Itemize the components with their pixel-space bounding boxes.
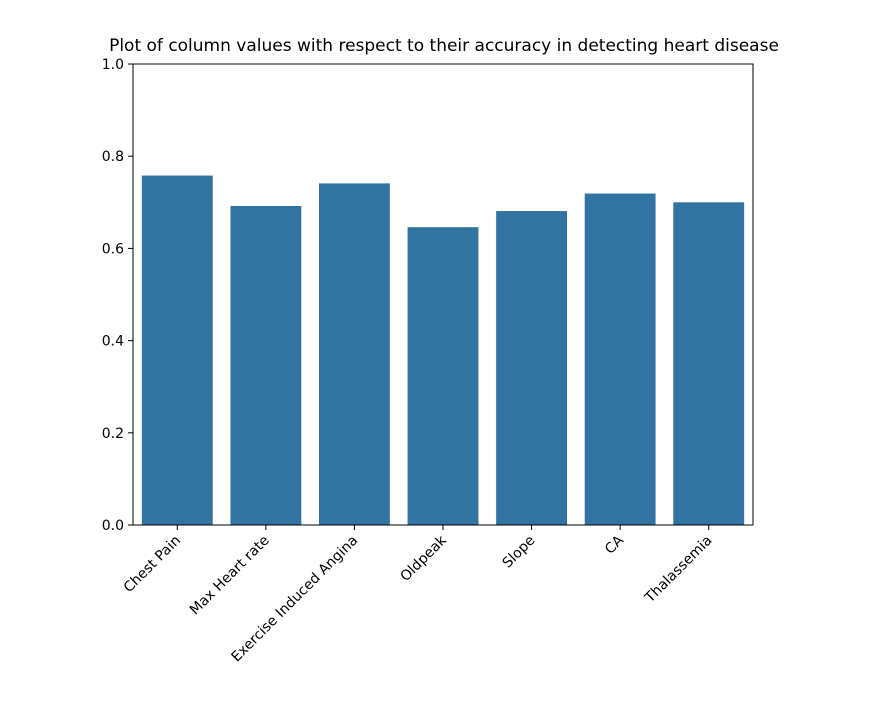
bar-max-heart-rate: [230, 205, 302, 526]
x-tick-label: Chest Pain: [121, 533, 184, 596]
x-tick-label: Slope: [500, 533, 539, 572]
y-tick-label: 0.2: [102, 426, 124, 442]
y-tick-label: 0.0: [102, 518, 124, 534]
bar-chest-pain: [141, 175, 213, 525]
x-tick-label: Max Heart rate: [187, 533, 273, 619]
y-tick-label: 0.6: [102, 241, 124, 257]
y-tick-label: 0.4: [102, 334, 124, 350]
bars-group: [141, 175, 745, 526]
x-tick-label: CA: [602, 532, 627, 557]
y-tick-label: 1.0: [102, 57, 124, 73]
x-tick-label: Oldpeak: [398, 532, 451, 585]
bar-oldpeak: [407, 227, 479, 525]
chart-title: Plot of column values with respect to th…: [109, 36, 779, 56]
x-tick-label: Thalassemia: [641, 533, 715, 607]
y-tick-label: 0.8: [102, 149, 124, 165]
bar-thalassemia: [673, 202, 745, 526]
bar-ca: [584, 193, 656, 526]
bar-exercise-induced-angina: [319, 183, 390, 525]
bar-slope: [496, 211, 567, 525]
